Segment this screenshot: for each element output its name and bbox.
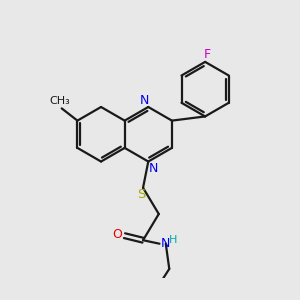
Text: N: N [149, 162, 158, 175]
Text: S: S [137, 188, 146, 201]
Text: H: H [169, 235, 178, 244]
Text: N: N [140, 94, 149, 107]
Text: O: O [112, 228, 122, 241]
Text: F: F [203, 48, 210, 61]
Text: N: N [160, 236, 170, 250]
Text: CH₃: CH₃ [50, 96, 70, 106]
